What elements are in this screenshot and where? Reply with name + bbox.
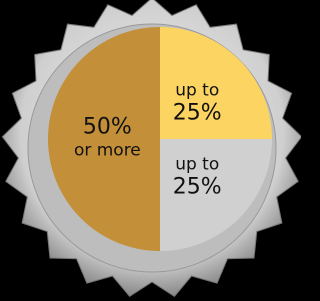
value-label: up to bbox=[175, 80, 219, 100]
value-label: or more bbox=[74, 141, 141, 161]
value-label: 25% bbox=[173, 100, 222, 125]
value-label: 25% bbox=[173, 175, 222, 200]
value-label: 50% bbox=[83, 115, 132, 140]
value-label: up to bbox=[175, 155, 219, 175]
